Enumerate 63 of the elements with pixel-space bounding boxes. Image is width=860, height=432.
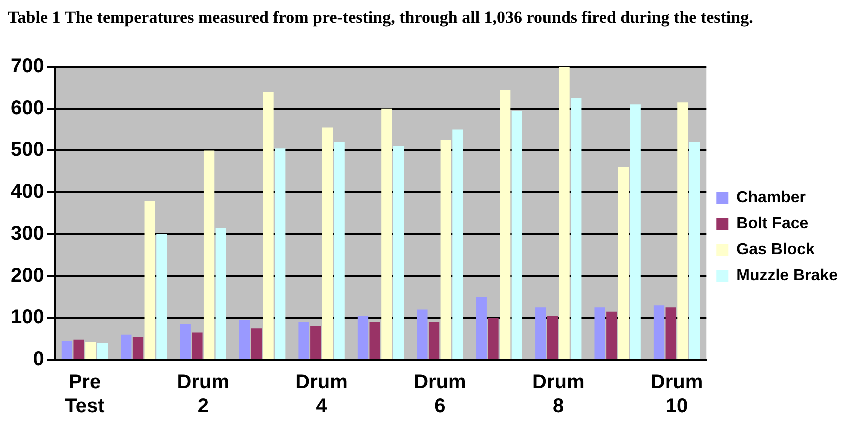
chart-title: Table 1 The temperatures measured from pre-testing, through all 1,036 rounds fired during the testing. — [8, 8, 754, 29]
bar — [74, 340, 84, 359]
bar — [500, 90, 511, 359]
bar — [689, 142, 700, 359]
bar — [571, 98, 582, 359]
y-tick-label: 400 — [10, 181, 44, 204]
bar — [452, 130, 464, 359]
legend-label: Chamber — [736, 189, 806, 206]
bar — [310, 326, 322, 359]
bar — [358, 316, 369, 359]
bar — [594, 308, 606, 359]
x-tick-label: Pre Test — [65, 372, 106, 418]
legend-label: Bolt Face — [736, 215, 809, 232]
y-tick-label: 700 — [10, 56, 44, 78]
bar — [86, 342, 96, 359]
bar — [488, 318, 499, 359]
y-tick-label: 200 — [10, 264, 44, 287]
bar — [298, 322, 310, 359]
bar — [417, 310, 428, 359]
bar — [393, 146, 404, 359]
bar — [97, 343, 108, 359]
x-tick-label: Drum 2 — [177, 372, 230, 418]
x-tick-label: Drum 4 — [296, 372, 348, 418]
bar — [156, 234, 168, 359]
bar — [428, 322, 440, 359]
x-tick-label: Drum 10 — [650, 372, 704, 418]
bar — [536, 308, 546, 359]
y-tick-label: 600 — [10, 97, 44, 120]
bar — [144, 200, 156, 359]
bar — [240, 320, 250, 359]
bar — [666, 308, 676, 359]
bar — [476, 297, 487, 359]
bar — [559, 67, 570, 359]
y-tick-label: 500 — [10, 139, 44, 162]
bar — [204, 150, 215, 359]
legend-label: Gas Block — [736, 241, 815, 258]
y-tick-label: 0 — [33, 348, 44, 371]
bar — [370, 322, 380, 359]
bar — [440, 140, 452, 359]
bar — [180, 324, 191, 359]
bar — [334, 142, 345, 359]
y-tick-label: 300 — [10, 222, 44, 245]
bar — [382, 108, 392, 359]
bar — [121, 334, 132, 359]
bar — [678, 102, 688, 359]
bar — [654, 306, 665, 359]
legend-label: Muzzle Brake — [736, 267, 838, 284]
bar — [263, 92, 274, 359]
bar — [606, 312, 618, 359]
bar — [251, 328, 262, 359]
bar — [630, 104, 641, 359]
x-tick-label: Drum 8 — [532, 372, 585, 418]
bar — [512, 110, 523, 359]
x-tick-label: Drum 6 — [414, 372, 466, 418]
bar — [275, 148, 286, 359]
bar — [216, 228, 226, 359]
y-tick-label: 100 — [10, 306, 44, 329]
bar — [192, 332, 203, 359]
bar — [132, 336, 144, 359]
bar — [618, 167, 630, 359]
bar — [322, 128, 334, 359]
bar — [547, 316, 558, 359]
bar — [62, 341, 73, 359]
